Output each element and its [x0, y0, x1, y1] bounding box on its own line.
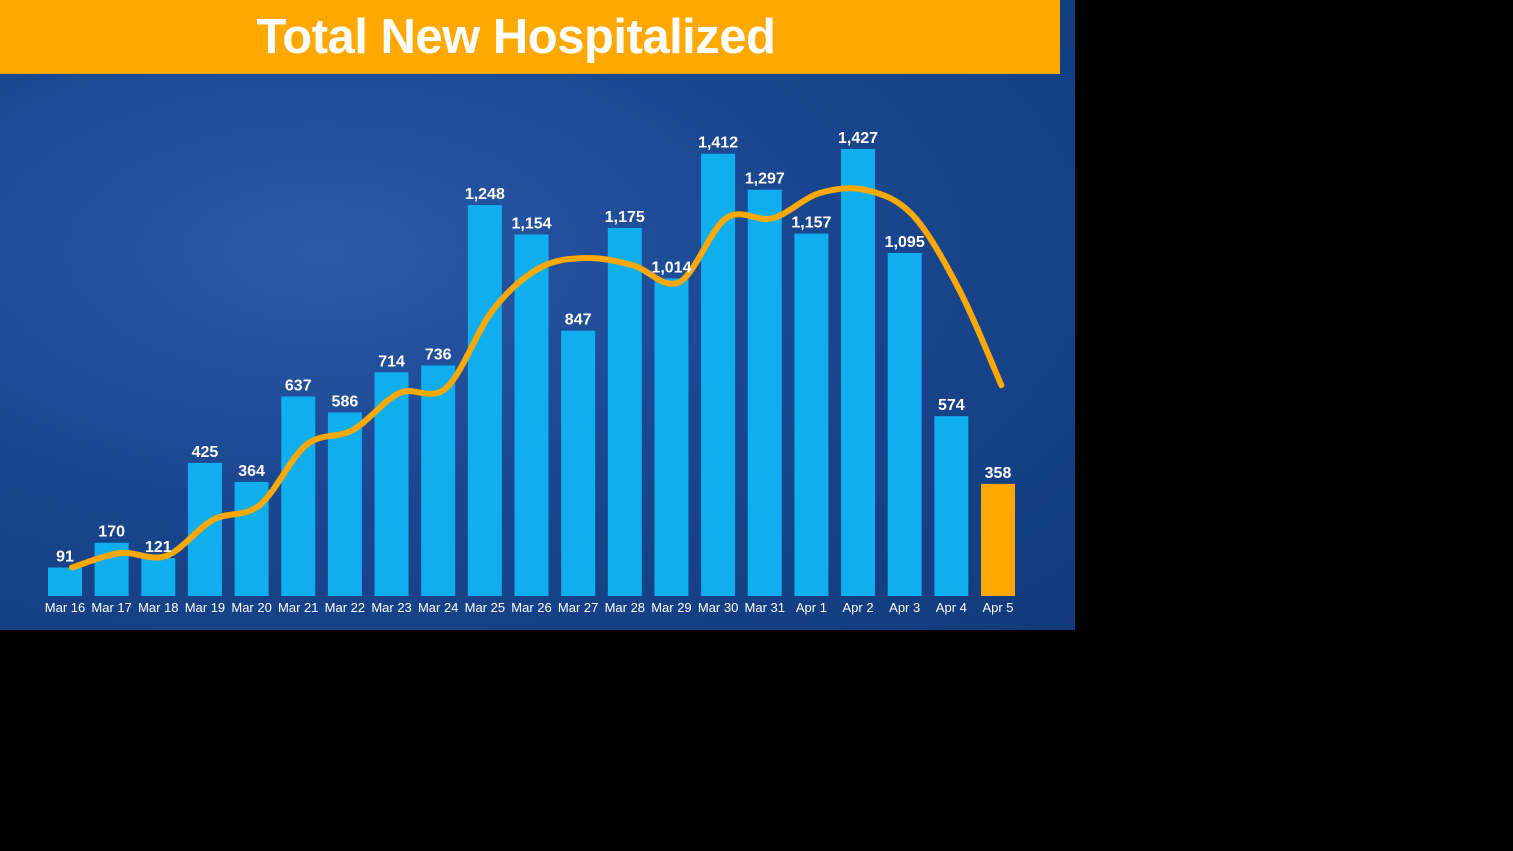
x-tick-label: Mar 29 [651, 600, 691, 615]
x-tick-label: Apr 5 [982, 600, 1013, 615]
bar [514, 234, 549, 597]
x-tick-label: Mar 22 [325, 600, 365, 615]
chart-title: Total New Hospitalized [256, 10, 776, 64]
x-tick-label: Mar 31 [745, 600, 785, 615]
x-tick-label: Apr 1 [796, 600, 827, 615]
data-label: 425 [192, 444, 219, 461]
x-tick-label: Apr 2 [843, 600, 874, 615]
title-banner [0, 0, 1060, 74]
x-tick-label: Mar 26 [511, 600, 551, 615]
bar [981, 483, 1015, 596]
data-label: 170 [98, 524, 125, 541]
data-label: 637 [285, 377, 312, 394]
bar [654, 278, 689, 596]
bar [327, 412, 362, 596]
x-tick-label: Mar 25 [465, 600, 505, 615]
bar [701, 153, 736, 596]
bar [421, 365, 456, 596]
bar [187, 462, 222, 596]
x-tick-label: Mar 16 [45, 600, 85, 615]
data-label: 586 [332, 393, 359, 410]
data-label: 1,297 [745, 171, 785, 188]
data-label: 1,157 [791, 215, 831, 232]
bar [794, 233, 829, 596]
chart-panel: Total New Hospitalized 91 Mar 16 170 Mar 17… [0, 0, 1075, 630]
bar [934, 416, 969, 596]
bar [467, 205, 502, 596]
bar [561, 330, 596, 596]
data-label: 736 [425, 346, 452, 363]
x-tick-label: Mar 30 [698, 600, 738, 615]
bar [841, 149, 876, 596]
trend-line [69, 185, 1005, 571]
x-tick-label: Mar 21 [278, 600, 318, 615]
data-label: 1,412 [698, 135, 738, 152]
data-label: 1,427 [838, 130, 878, 147]
data-label: 847 [565, 312, 592, 329]
data-label: 1,175 [605, 209, 645, 226]
bar [747, 189, 782, 596]
data-label: 1,014 [651, 259, 691, 276]
data-label: 121 [145, 539, 172, 556]
x-tick-label: Mar 17 [91, 600, 131, 615]
data-label: 364 [238, 463, 265, 480]
data-label: 574 [938, 397, 965, 414]
data-label: 1,248 [465, 186, 505, 203]
bar [607, 227, 642, 597]
x-tick-label: Mar 20 [231, 600, 271, 615]
x-tick-label: Mar 28 [605, 600, 645, 615]
data-label: 358 [985, 465, 1012, 482]
x-tick-label: Mar 19 [185, 600, 225, 615]
x-tick-label: Mar 18 [138, 600, 178, 615]
bar [887, 252, 922, 596]
x-tick-label: Mar 24 [418, 600, 458, 615]
bar [141, 558, 176, 596]
data-label: 1,095 [885, 234, 925, 251]
bar [48, 567, 82, 596]
x-tick-label: Apr 4 [936, 600, 967, 615]
x-tick-label: Mar 27 [558, 600, 598, 615]
data-label: 91 [56, 548, 74, 565]
bar [281, 396, 316, 596]
x-tick-label: Apr 3 [889, 600, 920, 615]
data-label: 1,154 [511, 216, 551, 233]
data-label: 714 [378, 353, 405, 370]
x-tick-label: Mar 23 [371, 600, 411, 615]
bar-chart: 91 Mar 16 170 Mar 17 121 Mar 18 425 Mar 19 364 Ma… [45, 130, 1015, 615]
